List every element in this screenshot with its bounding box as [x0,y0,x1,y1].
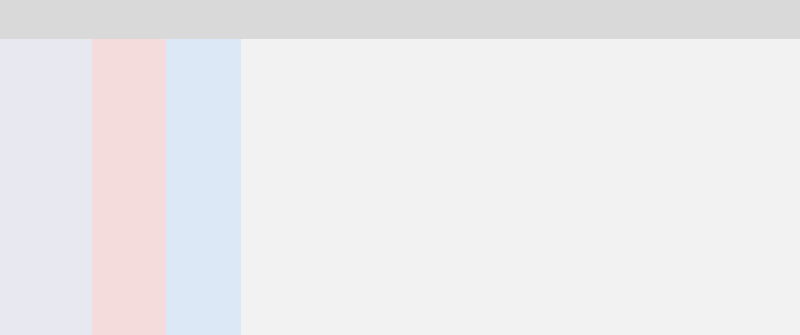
Weight [639,115,649,119]
Text: 5.1: 5.1 [62,89,82,102]
BMI [684,258,694,262]
Text: 19.5: 19.5 [204,66,231,79]
Text: groovyPost.com: groovyPost.com [6,310,106,323]
Text: 100: 100 [133,66,157,79]
Text: I: I [355,13,359,26]
BMI [370,260,380,264]
Weight [594,128,604,132]
BMI [729,258,738,262]
Text: 20.6: 20.6 [204,157,231,171]
Text: 120: 120 [134,157,157,171]
Text: 5.0: 5.0 [62,66,82,79]
BMI [415,261,425,265]
Text: J: J [441,13,445,26]
Weight [550,128,559,132]
Text: 135: 135 [134,226,157,239]
Text: 5.8: 5.8 [62,249,82,262]
Text: 5.2: 5.2 [62,112,82,125]
Text: Height: Height [6,44,53,56]
Text: 140: 140 [134,249,157,262]
Text: 5.3: 5.3 [62,135,82,148]
Bar [166,39,241,61]
BMI [505,259,514,263]
Text: K: K [524,13,533,26]
Text: Weight: Weight [98,44,148,56]
Text: 100: 100 [133,89,157,102]
Text: 5.6: 5.6 [62,203,82,216]
Text: 110: 110 [134,112,157,125]
Text: 120: 120 [134,180,157,193]
Text: 5.7: 5.7 [62,226,82,239]
Text: 130: 130 [134,203,157,216]
Text: 20.4: 20.4 [204,135,231,148]
Bar [92,39,166,61]
Text: L: L [610,13,618,26]
Text: H: H [273,13,282,26]
BMI [460,260,470,264]
Text: 115: 115 [134,135,157,148]
Weight [505,134,514,138]
BMI [594,260,604,264]
Text: 21.3: 21.3 [204,249,231,262]
Bar [0,61,92,267]
Line: BMI: BMI [373,257,736,266]
BMI [639,258,649,262]
Weight [729,102,738,106]
Weight [370,154,380,158]
Text: 21.1: 21.1 [204,226,231,239]
Text: F: F [126,13,133,26]
Weight [684,108,694,112]
Title: Chart Title: Chart Title [507,52,602,70]
Text: 5.5: 5.5 [62,180,82,193]
Text: G: G [198,13,209,26]
Bar [0,39,92,61]
Line: Weight: Weight [373,100,736,159]
Text: 5.4: 5.4 [62,157,82,171]
BMI [550,259,559,263]
Text: 20.1: 20.1 [204,112,231,125]
Text: BMI: BMI [173,44,199,56]
Text: 20.0: 20.0 [203,180,231,193]
Text: 21.0: 21.0 [204,203,231,216]
Text: M: M [723,13,734,26]
Bar [92,61,241,267]
Weight [415,154,425,158]
Text: E: E [42,13,50,26]
Text: 18.9: 18.9 [204,89,231,102]
Weight [460,141,470,145]
